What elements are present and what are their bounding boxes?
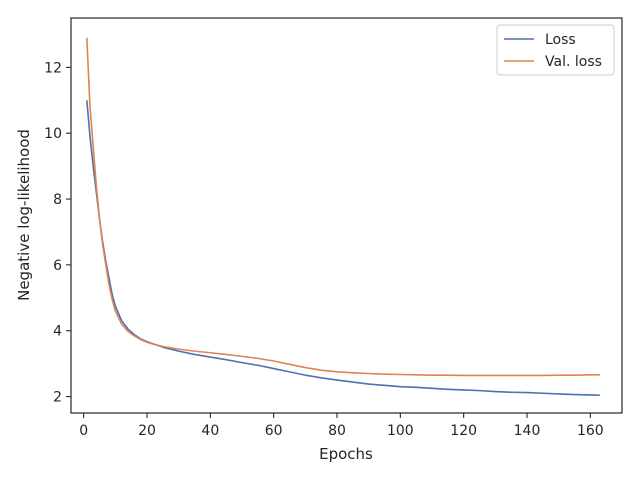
x-tick-label: 160 (577, 423, 604, 439)
x-axis: 0 20 40 60 80 100 120 140 160 (79, 413, 604, 439)
x-tick-label: 40 (201, 423, 219, 439)
legend: Loss Val. loss (496, 24, 615, 76)
x-tick-label: 140 (514, 423, 541, 439)
plot-frame (70, 17, 623, 414)
x-tick-label: 0 (79, 423, 88, 439)
y-axis: 2 4 6 8 10 12 (44, 60, 71, 406)
x-tick-label: 60 (265, 423, 283, 439)
series-line-1 (86, 37, 600, 377)
series-line-0 (86, 100, 600, 397)
x-tick-label: 120 (450, 423, 477, 439)
y-axis-label: Negative log-likelihood (15, 129, 33, 301)
x-tick-label: 100 (387, 423, 414, 439)
y-tick-label: 12 (44, 60, 62, 76)
y-tick-label: 2 (53, 390, 62, 406)
y-tick-label: 10 (44, 126, 62, 142)
legend-box (496, 24, 615, 76)
legend-label-loss: Loss (545, 32, 576, 48)
series-layer (86, 37, 600, 397)
x-tick-label: 20 (138, 423, 156, 439)
y-tick-label: 4 (53, 324, 62, 340)
x-tick-label: 80 (328, 423, 346, 439)
legend-label-val-loss: Val. loss (545, 54, 602, 70)
y-tick-label: 8 (53, 192, 62, 208)
x-axis-label: Epochs (319, 445, 373, 463)
y-tick-label: 6 (53, 258, 62, 274)
